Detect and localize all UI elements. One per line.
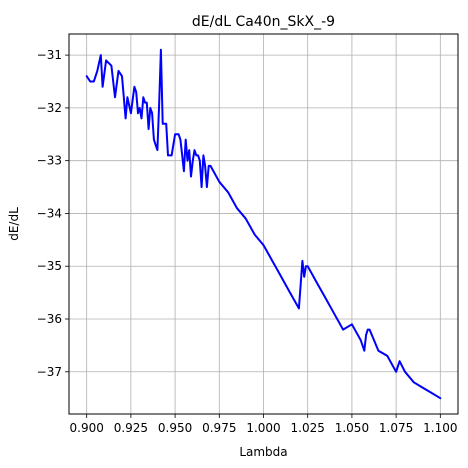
x-axis-label: Lambda bbox=[239, 445, 287, 459]
x-tick-label: 0.975 bbox=[202, 421, 236, 435]
chart-title: dE/dL Ca40n_SkX_-9 bbox=[192, 14, 335, 30]
y-tick-label: −35 bbox=[37, 259, 62, 273]
series-line bbox=[85, 48, 442, 400]
x-tick-label: 1.000 bbox=[246, 421, 280, 435]
x-tick-label: 0.950 bbox=[158, 421, 192, 435]
series-layer bbox=[85, 48, 442, 400]
y-tick-label: −33 bbox=[37, 154, 62, 168]
y-axis-label: dE/dL bbox=[7, 207, 21, 241]
x-tick-label: 1.025 bbox=[291, 421, 325, 435]
x-tick-label: 0.925 bbox=[114, 421, 148, 435]
x-tick-label: 1.075 bbox=[379, 421, 413, 435]
y-tick-label: −32 bbox=[37, 101, 62, 115]
x-tick-label: 1.100 bbox=[423, 421, 457, 435]
x-tick-label: 1.050 bbox=[335, 421, 369, 435]
y-tick-label: −36 bbox=[37, 312, 62, 326]
y-tick-label: −31 bbox=[37, 48, 62, 62]
y-tick-label: −37 bbox=[37, 365, 62, 379]
y-tick-label: −34 bbox=[37, 206, 62, 220]
grid-lines bbox=[69, 34, 458, 414]
x-tick-label: 0.900 bbox=[70, 421, 104, 435]
axis-ticks: 0.900 0.925 0.950 0.975 1.000 1.025 1.050 1.075… bbox=[37, 48, 458, 435]
